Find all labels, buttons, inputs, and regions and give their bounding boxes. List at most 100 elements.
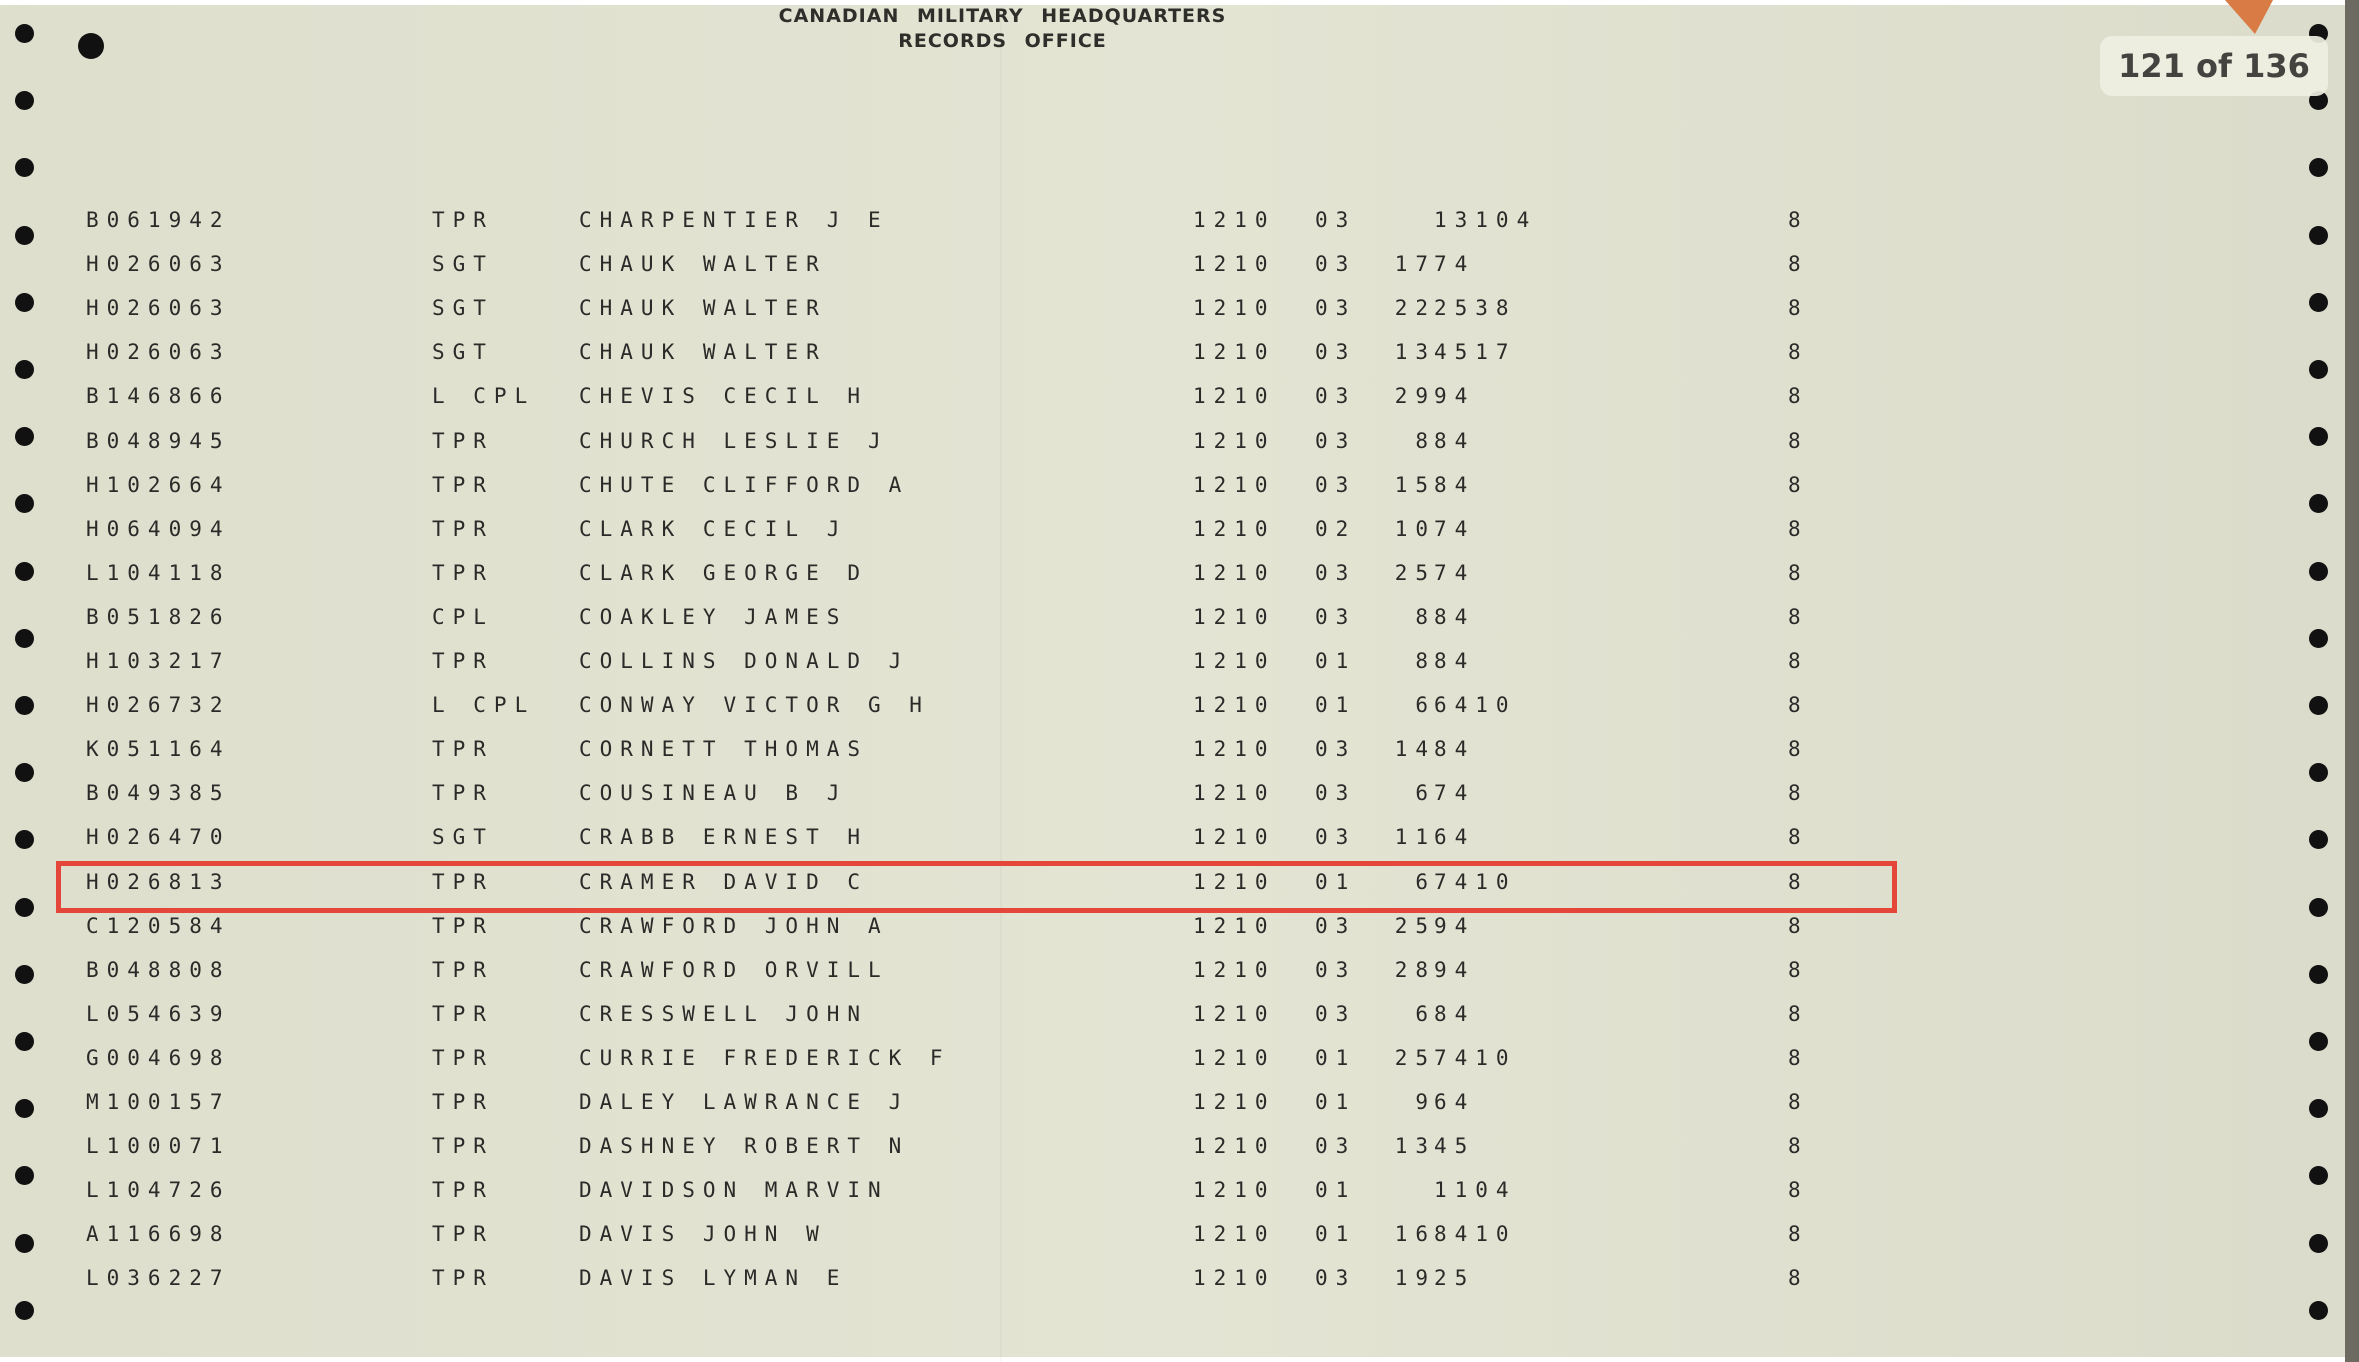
name-cell: CRESSWELL JOHN [579,1001,869,1026]
month-cell: 03 [1315,428,1357,453]
punch-hole-icon [2309,830,2328,850]
code-cell: 25 [1434,1266,1476,1291]
name-cell: DALEY LAWRANCE J [579,1090,910,1114]
status-cell: 8 [1788,252,1809,277]
code-cell: 94 [1434,957,1476,982]
punch-hole-icon [15,1166,34,1186]
rank-cell: L CPL [432,384,536,409]
month-cell: 03 [1315,208,1357,232]
month-cell: 01 [1315,1090,1357,1114]
name-cell: CLARK CECIL J [579,516,848,541]
month-cell: 01 [1315,1045,1357,1070]
punch-hole-icon [15,292,34,312]
service-number-cell: G004698 [86,1045,231,1070]
status-cell: 8 [1788,560,1809,585]
name-cell: CORNETT THOMAS [579,737,869,762]
month-cell: 03 [1315,560,1357,585]
rank-cell: L CPL [432,693,536,718]
status-cell: 8 [1788,737,1809,762]
rank-cell: TPR [432,1178,494,1203]
code-cell: 45 [1434,1134,1476,1159]
status-cell: 8 [1788,340,1809,365]
status-cell: 8 [1788,1001,1809,1026]
month-cell: 03 [1315,825,1357,850]
name-cell: CHAUK WALTER [579,296,827,321]
name-cell: CHEVIS CECIL H [579,384,869,409]
status-cell: 8 [1788,957,1809,982]
service-number-cell: B051826 [86,604,231,629]
unit-code-cell: 1210 [1193,825,1276,850]
table-row: A116698 TPR DAVIS JOHN W 1210 01 16 8410 8 [0,1219,2345,1249]
rank-cell: TPR [432,1266,494,1291]
code-cell: 7410 [1434,1045,1517,1070]
table-row: B061942 TPR CHARPENTIER J E 1210 03 13104 8 [0,205,2345,235]
name-cell: CLARK GEORGE D [579,560,869,585]
service-number-cell: H103217 [86,649,231,673]
rank-cell: TPR [432,428,494,453]
punch-hole-icon [2309,1233,2328,1253]
month-cell: 03 [1315,913,1357,938]
day-cell: 22 [1394,296,1436,321]
service-number-cell: B049385 [86,781,231,806]
status-cell: 8 [1788,693,1809,718]
table-row: H026470 SGT CRABB ERNEST H 1210 03 11 64 8 [0,822,2345,852]
unit-code-cell: 1210 [1193,649,1276,673]
service-number-cell: H102664 [86,472,231,497]
month-cell: 03 [1315,957,1357,982]
punch-hole-icon [15,360,34,379]
unit-code-cell: 1210 [1193,693,1276,718]
table-row: B051826 CPL COAKLEY JAMES 1210 03 8 84 8 [0,602,2345,632]
service-number-cell: H026063 [86,340,231,365]
table-row: H026063 SGT CHAUK WALTER 1210 03 13 4517 8 [0,337,2345,367]
rank-cell: TPR [432,516,494,541]
month-cell: 03 [1315,340,1357,365]
service-number-cell: B048808 [86,957,231,982]
punch-hole-icon [2309,897,2328,917]
punch-hole-icon [15,494,34,514]
code-cell: 84 [1434,1001,1476,1026]
table-row: B048945 TPR CHURCH LESLIE J 1210 03 8 84 8 [0,426,2345,456]
table-row: H103217 TPR COLLINS DONALD J 1210 01 8 84 8 [0,646,2345,676]
name-cell: CURRIE FREDERICK F [579,1045,951,1070]
status-cell: 8 [1788,1045,1809,1070]
service-number-cell: C120584 [86,913,231,938]
table-row: L036227 TPR DAVIS LYMAN E 1210 03 19 25 8 [0,1263,2345,1293]
code-cell: 74 [1434,252,1476,277]
punch-hole-icon [2309,158,2328,178]
unit-code-cell: 1210 [1193,913,1276,938]
punch-hole-icon [2309,494,2328,514]
punch-hole-icon [2309,1300,2328,1320]
status-cell: 8 [1788,604,1809,629]
rank-cell: TPR [432,1134,494,1159]
month-cell: 03 [1315,604,1357,629]
code-cell: 8410 [1434,1222,1517,1247]
service-number-cell: H064094 [86,516,231,541]
table-row-highlighted: H026813 TPR CRAMER DAVID C 1210 01 6 7410 8 [0,867,2345,897]
punch-hole-icon [15,763,34,783]
unit-code-cell: 1210 [1193,957,1276,982]
service-number-cell: L054639 [86,1001,231,1026]
rank-cell: TPR [432,649,494,673]
service-number-cell: M100157 [86,1090,231,1114]
status-cell: 8 [1788,428,1809,453]
rank-cell: TPR [432,737,494,762]
punch-hole-icon [15,1300,34,1320]
rank-cell: TPR [432,560,494,585]
code-cell: 64 [1434,1090,1476,1114]
status-cell: 8 [1788,825,1809,850]
day-cell: 6 [1415,1001,1436,1026]
page-edge [2345,0,2359,1362]
orange-tab-marker [2225,0,2273,34]
table-row: H064094 TPR CLARK CECIL J 1210 02 10 74 8 [0,514,2345,544]
day-cell: 29 [1394,384,1436,409]
code-cell: 6410 [1434,693,1517,718]
code-cell: 74 [1434,781,1476,806]
table-row: H026063 SGT CHAUK WALTER 1210 03 17 74 8 [0,249,2345,279]
unit-code-cell: 1210 [1193,516,1276,541]
service-number-cell: B061942 [86,208,231,232]
month-cell: 01 [1315,1178,1357,1203]
table-row: B049385 TPR COUSINEAU B J 1210 03 6 74 8 [0,778,2345,808]
unit-code-cell: 1210 [1193,428,1276,453]
name-cell: DAVIS LYMAN E [579,1266,848,1291]
unit-code-cell: 1210 [1193,737,1276,762]
